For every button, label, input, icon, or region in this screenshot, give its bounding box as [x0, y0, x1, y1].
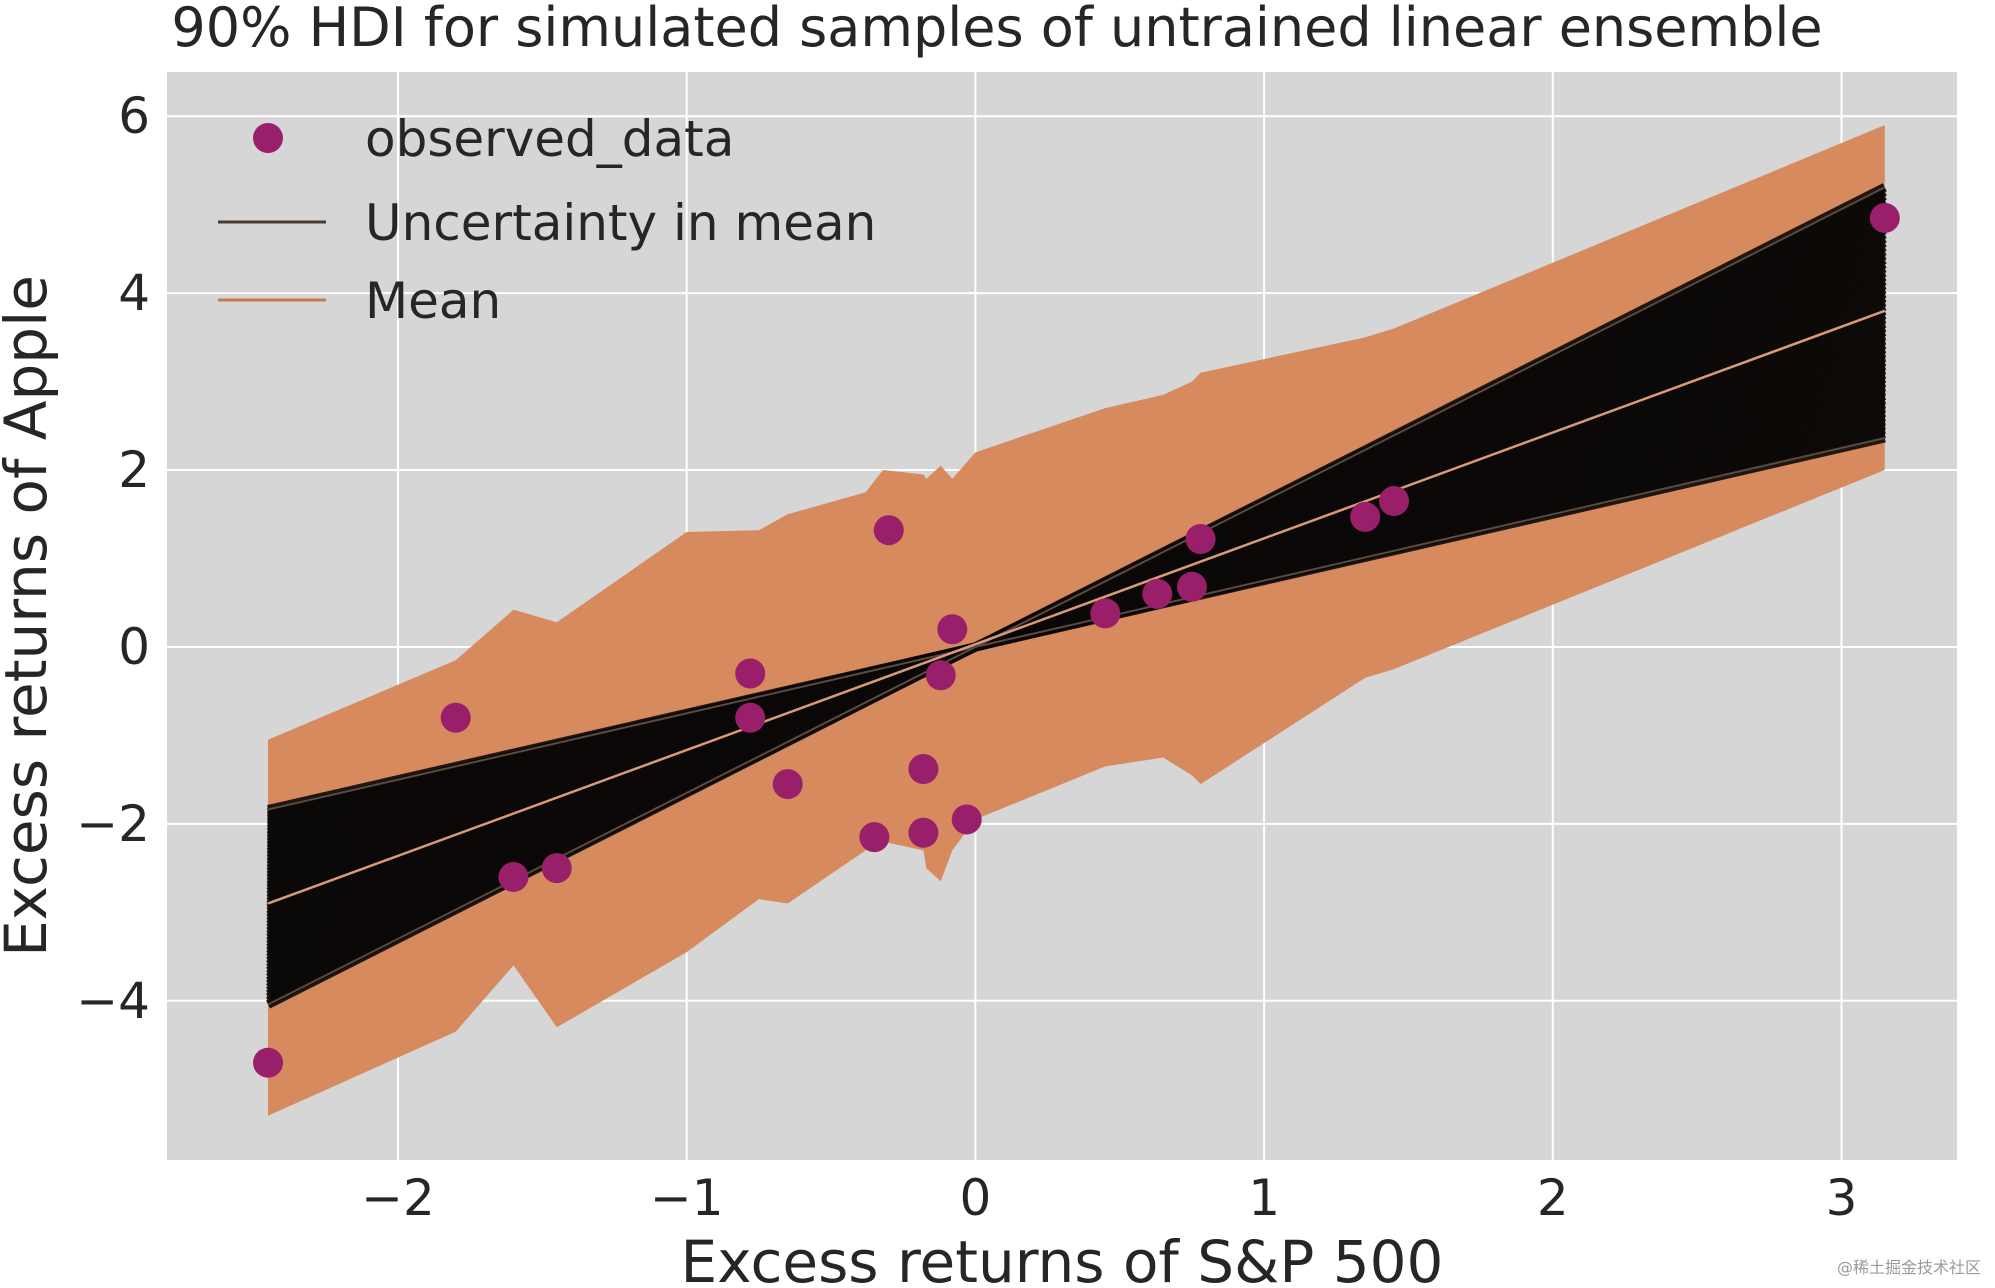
- observed-point: [253, 1047, 284, 1078]
- y-tick-label: 4: [118, 264, 150, 322]
- y-axis-label: Excess returns of Apple: [0, 275, 60, 957]
- observed-point: [908, 754, 939, 785]
- x-tick-label: −2: [361, 1169, 435, 1227]
- x-tick-label: 1: [1248, 1169, 1280, 1227]
- observed-point: [1090, 598, 1121, 629]
- observed-point: [735, 658, 766, 689]
- y-tick-label: 6: [118, 87, 150, 145]
- x-tick-label: 3: [1826, 1169, 1858, 1227]
- x-tick-label: 2: [1537, 1169, 1569, 1227]
- observed-point: [772, 769, 803, 800]
- observed-point: [1379, 486, 1410, 517]
- observed-point: [925, 660, 956, 691]
- mean-line: [267, 309, 1886, 905]
- x-tick-labels: −2 −1 0 1 2 3: [361, 1169, 1857, 1227]
- observed-point: [498, 861, 529, 892]
- observed-point: [735, 702, 766, 733]
- observed-point: [873, 515, 904, 546]
- observed-point: [1869, 202, 1900, 233]
- x-tick-label: −1: [650, 1169, 724, 1227]
- legend-label-observed: observed_data: [365, 110, 734, 168]
- observed-point: [1350, 501, 1381, 532]
- uncertainty-edge-line-1: [267, 186, 1886, 1006]
- y-tick-label: 0: [118, 618, 150, 676]
- legend-label-mean: Mean: [365, 272, 501, 330]
- x-axis-label: Excess returns of S&P 500: [681, 1228, 1444, 1288]
- watermark: @稀土掘金技术社区: [1836, 1258, 1981, 1277]
- legend-label-uncertainty: Uncertainty in mean: [365, 194, 876, 252]
- observed-point: [859, 822, 890, 853]
- x-tick-label: 0: [959, 1169, 991, 1227]
- observed-point: [951, 804, 982, 835]
- legend: observed_data Uncertainty in mean Mean: [218, 110, 876, 330]
- y-tick-labels: −4 −2 0 2 4 6: [76, 87, 150, 1030]
- observed-points-group: [253, 202, 1900, 1078]
- observed-point: [541, 853, 572, 884]
- observed-point: [937, 614, 968, 645]
- y-tick-label: −2: [76, 795, 150, 853]
- y-tick-label: 2: [118, 441, 150, 499]
- chart-title: 90% HDI for simulated samples of untrain…: [171, 0, 1822, 59]
- observed-point: [1176, 571, 1207, 602]
- legend-marker-observed: [253, 123, 283, 153]
- observed-point: [1142, 578, 1173, 609]
- observed-point: [908, 817, 939, 848]
- observed-point: [1185, 524, 1216, 555]
- observed-point: [440, 702, 471, 733]
- y-tick-label: −4: [76, 972, 150, 1030]
- mean-line-group: [267, 309, 1886, 905]
- uncertainty-edge-line-0: [267, 437, 1886, 811]
